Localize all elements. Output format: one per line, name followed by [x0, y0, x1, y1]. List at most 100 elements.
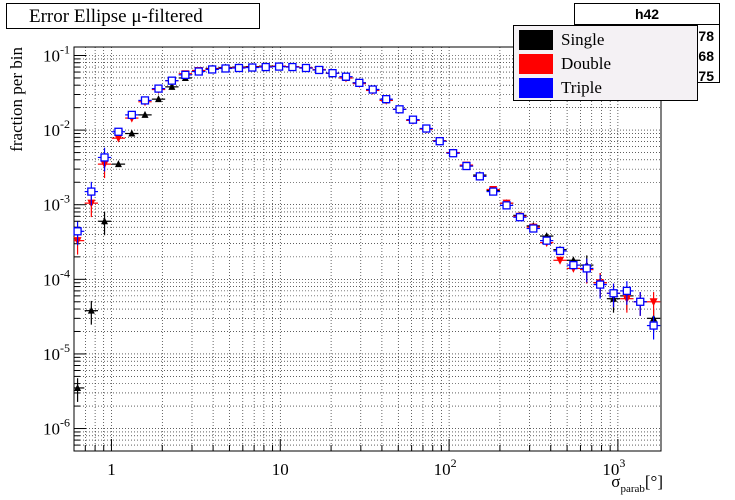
data-point	[580, 258, 594, 283]
x-axis-label: σparab[°]	[611, 472, 663, 495]
data-point	[151, 95, 166, 103]
marker-open-square	[208, 65, 217, 74]
legend-entry-triple: Triple	[514, 76, 697, 100]
data-point	[97, 211, 112, 236]
marker-open-square	[542, 236, 551, 245]
data-point	[192, 67, 206, 76]
data-point	[138, 110, 152, 118]
data-point	[566, 260, 581, 270]
chart-title: Error Ellipse μ-filtered	[6, 3, 260, 29]
y-tick-label: 10-5	[43, 341, 70, 364]
data-point	[165, 76, 179, 85]
data-point	[446, 149, 460, 158]
data-point	[379, 94, 393, 104]
stats-histogram-name: h42	[575, 4, 719, 25]
data-point	[312, 65, 326, 75]
legend-swatch-triple	[519, 78, 553, 98]
data-point	[178, 70, 193, 80]
marker-open-square	[154, 84, 163, 93]
marker-triangle-up	[168, 82, 176, 90]
marker-open-square	[315, 65, 324, 75]
data-point	[259, 62, 273, 72]
marker-open-square	[234, 63, 244, 73]
y-tick-label: 10-6	[43, 416, 70, 439]
data-point	[646, 315, 661, 340]
legend-entry-double: Double	[514, 52, 697, 76]
marker-triangle-up	[155, 95, 163, 103]
data-point	[151, 84, 166, 93]
marker-open-square	[448, 149, 458, 158]
data-point	[553, 246, 567, 256]
data-point	[352, 78, 367, 87]
marker-open-square	[515, 213, 525, 222]
data-point	[392, 105, 407, 114]
marker-open-square	[248, 63, 257, 72]
marker-open-square	[194, 67, 203, 76]
data-point	[84, 300, 98, 325]
marker-open-square	[622, 286, 632, 296]
data-point	[111, 127, 126, 136]
stats-line-1: 78	[698, 28, 714, 44]
marker-open-square	[274, 62, 284, 71]
y-tick-label: 10-3	[43, 192, 70, 215]
data-point	[513, 213, 527, 222]
marker-open-square	[395, 105, 404, 114]
data-point	[245, 63, 259, 72]
data-point	[433, 137, 447, 146]
data-point	[406, 115, 420, 124]
legend-entry-single: Single	[514, 28, 697, 52]
legend-label-single: Single	[561, 30, 605, 49]
marker-open-square	[355, 78, 364, 87]
marker-open-square	[636, 297, 645, 306]
data-point	[84, 181, 98, 206]
legend: Single Double Triple	[513, 25, 698, 101]
data-point	[606, 283, 621, 308]
data-point	[125, 129, 139, 137]
marker-open-square	[368, 85, 377, 94]
marker-open-square	[127, 110, 136, 120]
marker-triangle-down	[649, 298, 658, 307]
data-point	[138, 96, 152, 105]
marker-open-square	[261, 62, 270, 72]
x-tick-label: 102	[434, 456, 457, 479]
marker-open-square	[382, 94, 391, 104]
marker-triangle-up	[141, 110, 149, 118]
marker-open-square	[301, 63, 311, 73]
marker-open-square	[609, 289, 618, 298]
marker-triangle-up	[74, 383, 82, 391]
data-point	[97, 147, 112, 172]
data-point	[272, 62, 286, 71]
marker-open-square	[435, 137, 444, 146]
data-point	[165, 82, 179, 90]
marker-open-square	[114, 127, 123, 136]
data-point	[540, 236, 554, 245]
data-point	[526, 224, 540, 233]
marker-open-square	[596, 280, 605, 289]
data-point	[646, 292, 661, 316]
marker-triangle-up	[87, 306, 95, 314]
y-tick-label: 10-1	[43, 43, 70, 66]
legend-label-triple: Triple	[561, 78, 602, 97]
data-point	[218, 64, 233, 73]
marker-triangle-down	[114, 134, 123, 143]
marker-triangle-up	[114, 160, 122, 168]
marker-open-square	[422, 124, 431, 133]
data-point	[125, 110, 139, 120]
marker-open-square	[408, 115, 418, 124]
marker-open-square	[221, 64, 230, 73]
x-tick-label: 1	[107, 460, 116, 479]
data-point	[620, 281, 634, 305]
data-point	[74, 378, 85, 402]
data-point	[232, 63, 246, 73]
data-point	[366, 85, 380, 94]
series-triple	[73, 62, 661, 340]
marker-open-square	[555, 246, 565, 256]
marker-open-square	[100, 153, 109, 162]
marker-open-square	[475, 172, 484, 181]
marker-open-square	[649, 321, 658, 330]
data-point	[419, 124, 433, 133]
marker-open-square	[87, 187, 96, 196]
marker-open-square	[529, 224, 538, 233]
marker-open-square	[167, 76, 177, 85]
